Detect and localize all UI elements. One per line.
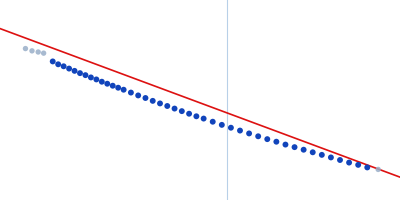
Point: [40, 52, 47, 55]
Point: [346, 161, 352, 164]
Point: [186, 112, 192, 115]
Point: [282, 143, 289, 146]
Point: [104, 82, 110, 85]
Point: [50, 60, 56, 63]
Point: [200, 117, 207, 120]
Point: [255, 135, 261, 138]
Point: [128, 91, 134, 94]
Point: [300, 148, 307, 151]
Point: [60, 65, 67, 68]
Point: [22, 47, 29, 50]
Point: [193, 115, 200, 118]
Point: [164, 104, 170, 108]
Point: [29, 49, 35, 52]
Point: [319, 153, 325, 156]
Point: [110, 84, 116, 87]
Point: [35, 50, 41, 54]
Point: [115, 86, 121, 89]
Point: [246, 132, 252, 135]
Point: [66, 67, 72, 70]
Point: [210, 120, 216, 123]
Point: [291, 146, 298, 149]
Point: [375, 168, 381, 171]
Point: [157, 102, 163, 105]
Point: [328, 156, 334, 159]
Point: [310, 151, 316, 154]
Point: [142, 96, 149, 100]
Point: [150, 99, 156, 102]
Point: [93, 78, 100, 81]
Point: [55, 63, 61, 66]
Point: [264, 138, 270, 141]
Point: [364, 166, 370, 169]
Point: [82, 74, 89, 77]
Point: [135, 94, 141, 97]
Point: [179, 110, 185, 113]
Point: [355, 163, 361, 166]
Point: [88, 76, 94, 79]
Point: [99, 80, 105, 83]
Point: [120, 88, 127, 91]
Point: [228, 126, 234, 129]
Point: [219, 123, 225, 126]
Point: [337, 158, 343, 162]
Point: [273, 140, 280, 143]
Point: [71, 69, 78, 72]
Point: [171, 107, 178, 110]
Point: [237, 129, 243, 132]
Point: [77, 72, 83, 75]
